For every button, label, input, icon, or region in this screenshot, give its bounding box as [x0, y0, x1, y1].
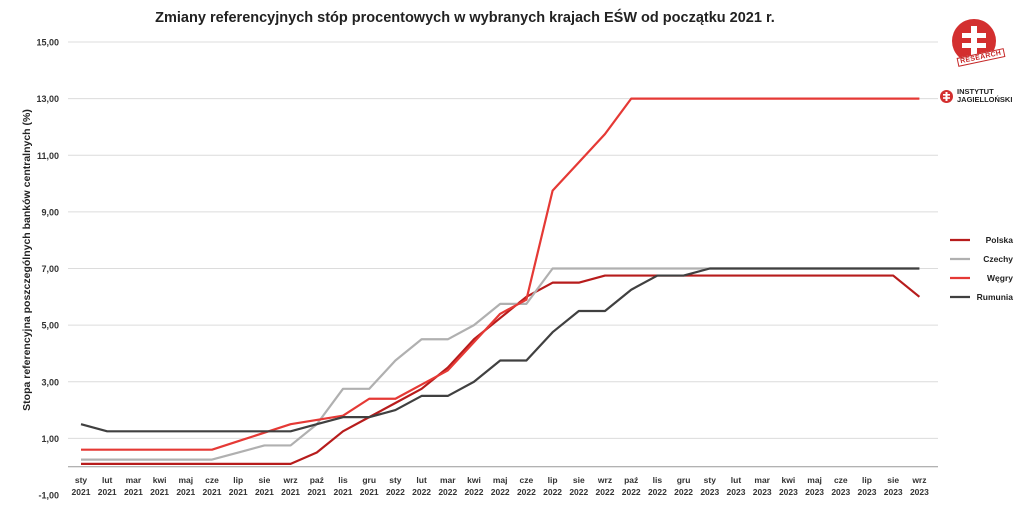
y-tick-label: 3,00	[41, 377, 59, 387]
x-tick-label: lip	[548, 475, 558, 485]
x-tick-label: 2022	[491, 487, 510, 497]
x-tick-label: lut	[416, 475, 427, 485]
x-tick-label: 2022	[386, 487, 405, 497]
x-tick-label: 2022	[648, 487, 667, 497]
x-tick-label: 2023	[779, 487, 798, 497]
gridlines	[68, 41, 938, 468]
x-tick-label: lip	[862, 475, 872, 485]
x-tick-label: gru	[362, 475, 376, 485]
brand-line-2: JAGIELLOŃSKI	[957, 95, 1013, 104]
legend-label: Rumunia	[977, 292, 1014, 302]
y-tick-label: -1,00	[38, 491, 59, 501]
x-tick-label: paź	[624, 475, 638, 485]
x-tick-label: sty	[389, 475, 402, 485]
x-tick-label: sty	[75, 475, 88, 485]
series-lines	[80, 97, 921, 465]
legend-label: Czechy	[983, 254, 1013, 264]
y-tick-label: 5,00	[41, 321, 59, 331]
y-tick-labels: -1,00 1,00 3,00 5,00 7,00 9,00 11,00 13,00 15,00	[36, 38, 59, 501]
series-line-węgry	[81, 97, 920, 451]
x-tick-label: kwi	[782, 475, 796, 485]
series-line-polska	[81, 274, 921, 465]
brand-line-1: INSTYTUT	[957, 87, 994, 96]
x-tick-label: 2021	[98, 487, 117, 497]
x-tick-label: maj	[493, 475, 508, 485]
y-tick-label: 7,00	[41, 264, 59, 274]
x-tick-label: 2022	[517, 487, 536, 497]
x-tick-label: wrz	[283, 475, 298, 485]
x-tick-label: 2023	[727, 487, 746, 497]
y-tick-label: 13,00	[36, 94, 59, 104]
x-tick-label: 2023	[805, 487, 824, 497]
x-tick-label: cze	[520, 475, 534, 485]
x-tick-label: 2021	[255, 487, 274, 497]
y-tick-label: 15,00	[36, 38, 59, 48]
x-tick-label: lis	[338, 475, 348, 485]
brand-logo: INSTYTUT JAGIELLOŃSKI	[940, 88, 1012, 104]
x-tick-label: 2021	[150, 487, 169, 497]
x-tick-label: sie	[573, 475, 585, 485]
x-tick-label: paź	[310, 475, 324, 485]
legend: Polska Czechy Węgry Rumunia	[950, 235, 1013, 302]
x-tick-label: kwi	[153, 475, 167, 485]
x-tick-label: wrz	[911, 475, 926, 485]
x-tick-label: lut	[102, 475, 113, 485]
y-tick-label: 11,00	[37, 151, 59, 161]
x-tick-label: 2022	[438, 487, 457, 497]
x-tick-label: 2021	[281, 487, 300, 497]
x-tick-label: cze	[834, 475, 848, 485]
y-tick-label: 1,00	[41, 434, 59, 444]
x-tick-label: mar	[754, 475, 770, 485]
x-tick-label: 2023	[831, 487, 850, 497]
x-tick-label: cze	[205, 475, 219, 485]
x-tick-label: 2021	[360, 487, 379, 497]
x-tick-label: 2023	[910, 487, 929, 497]
x-tick-label: 2021	[176, 487, 195, 497]
legend-label: Węgry	[987, 273, 1013, 283]
x-tick-label: 2021	[203, 487, 222, 497]
x-tick-label: 2022	[543, 487, 562, 497]
chart-title: Zmiany referencyjnych stóp procentowych …	[155, 10, 775, 26]
legend-label: Polska	[986, 235, 1014, 245]
x-tick-label: sie	[887, 475, 899, 485]
y-tick-label: 9,00	[41, 207, 59, 217]
x-tick-label: 2021	[334, 487, 353, 497]
x-tick-label: maj	[178, 475, 193, 485]
brand-cross-icon	[940, 89, 953, 103]
x-tick-label: 2022	[412, 487, 431, 497]
x-tick-label: 2023	[884, 487, 903, 497]
x-tick-label: 2022	[569, 487, 588, 497]
x-tick-label: 2023	[700, 487, 719, 497]
x-tick-label: 2022	[596, 487, 615, 497]
x-tick-label: maj	[807, 475, 822, 485]
x-tick-label: mar	[126, 475, 142, 485]
x-tick-label: 2022	[465, 487, 484, 497]
x-tick-label: 2021	[307, 487, 326, 497]
x-tick-label: kwi	[467, 475, 481, 485]
x-tick-label: lut	[731, 475, 742, 485]
x-tick-label: sty	[704, 475, 717, 485]
x-tick-label: mar	[440, 475, 456, 485]
x-tick-label: lip	[233, 475, 243, 485]
x-tick-label: lis	[653, 475, 663, 485]
x-tick-label: 2023	[858, 487, 877, 497]
x-tick-label: 2021	[229, 487, 248, 497]
x-tick-label: 2022	[674, 487, 693, 497]
x-tick-label: 2023	[753, 487, 772, 497]
x-tick-label: gru	[677, 475, 691, 485]
x-tick-label: wrz	[597, 475, 612, 485]
x-tick-labels: sty 2021 lut 2021 mar 2021 kwi 2021 maj 2021 cze 20…	[72, 475, 930, 497]
x-tick-label: sie	[258, 475, 270, 485]
x-tick-label: 2021	[124, 487, 143, 497]
x-tick-label: 2022	[622, 487, 641, 497]
x-tick-label: 2021	[72, 487, 91, 497]
series-line-rumunia	[80, 267, 920, 433]
